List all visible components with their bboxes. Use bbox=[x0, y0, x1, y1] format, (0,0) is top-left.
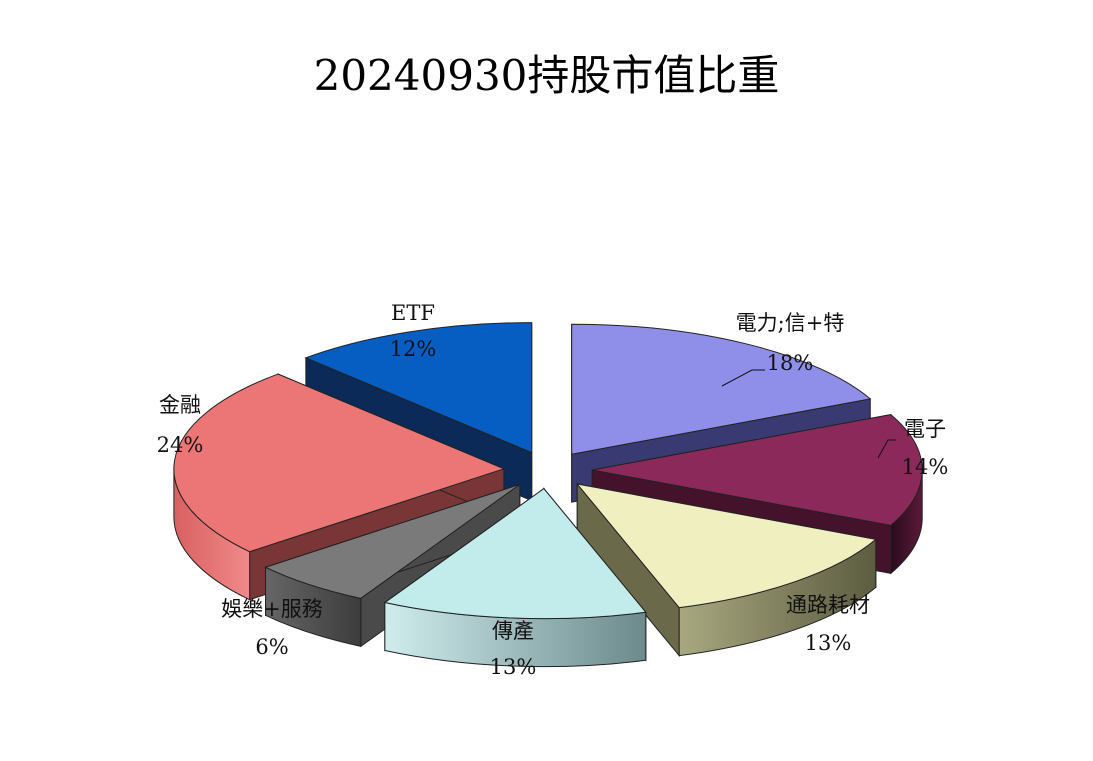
slice-top-5 bbox=[173, 373, 506, 553]
slice-top-4 bbox=[264, 483, 521, 599]
slice-label-5: 金融 bbox=[159, 393, 201, 417]
pie-slice-2 bbox=[575, 482, 877, 658]
leader-line-0 bbox=[721, 369, 765, 387]
slice-value-0: 18% bbox=[767, 351, 814, 375]
slice-top-2 bbox=[575, 483, 877, 609]
slice-value-3: 13% bbox=[490, 655, 537, 679]
slice-value-5: 24% bbox=[157, 433, 204, 457]
slice-label-0: 電力;信+特 bbox=[736, 311, 845, 335]
slice-value-4: 6% bbox=[255, 635, 288, 659]
slice-label-1: 電子 bbox=[904, 417, 946, 441]
slice-top-6 bbox=[304, 322, 533, 454]
slice-value-1: 14% bbox=[902, 455, 949, 479]
leader-line-1 bbox=[877, 439, 896, 459]
slice-label-4: 娛樂+服務 bbox=[221, 597, 323, 621]
slice-label-6: ETF bbox=[391, 301, 435, 325]
slice-top-0 bbox=[571, 323, 872, 455]
pie-slice-3 bbox=[383, 487, 647, 668]
slice-label-3: 傳產 bbox=[492, 619, 534, 643]
slice-value-2: 13% bbox=[805, 631, 852, 655]
slice-value-6: 12% bbox=[390, 337, 437, 361]
slice-label-2: 通路耗材 bbox=[786, 593, 870, 617]
slice-top-3 bbox=[383, 487, 647, 620]
chart-title: 20240930持股市值比重 bbox=[313, 51, 780, 100]
slice-top-1 bbox=[592, 414, 923, 526]
